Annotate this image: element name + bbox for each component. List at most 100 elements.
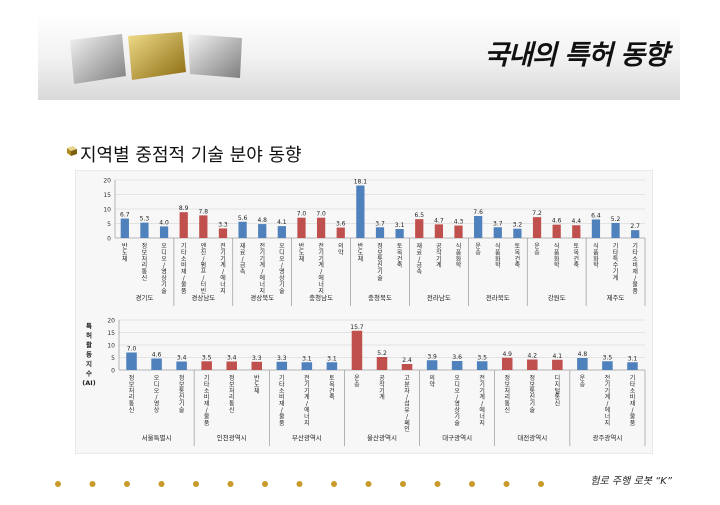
region-group-label: 제주도 [607, 294, 625, 302]
y-axis-title-char: 수 [86, 370, 92, 378]
bar [159, 226, 169, 238]
footer-dot [434, 481, 441, 487]
region-group-label: 경상북도 [250, 293, 274, 302]
regional-patent-chart: 0 5 10 15 20 6.7 반 도 체 5.3 정 보 처 리 통 신 4.0 오 디 오 / 영 상 기 술 8.9 기 타 소… [75, 170, 653, 454]
bar-value-label: 3.4 [177, 355, 187, 362]
y-tick-label: 0 [107, 236, 111, 243]
region-group-label: 서울특별시 [142, 433, 172, 442]
region-group-label: 경상남도 [191, 293, 215, 302]
category-label: 기 타 소 비 재 / 물 품 [630, 374, 636, 427]
bar-value-label: 4.4 [572, 218, 582, 225]
category-label: 전 기 기 계 / 에 너 지 [605, 374, 611, 427]
bar-value-label: 3.1 [395, 222, 405, 229]
y-axis-title-char: 허 [86, 331, 92, 340]
y-axis-title-char: 지 [86, 359, 92, 368]
region-group-label: 부산광역시 [292, 433, 322, 442]
bar [179, 212, 188, 238]
bar-value-label: 3.6 [452, 354, 462, 361]
region-group-label: 강원도 [548, 293, 566, 302]
bar-value-label: 3.7 [493, 220, 503, 227]
bar-value-label: 18.1 [354, 179, 368, 186]
category-label: 엔 진 / 펌 프 / 터 빈 [201, 242, 207, 295]
region-group-label: 대전광역시 [517, 433, 547, 442]
bar-value-label: 4.7 [434, 217, 444, 224]
bar-value-label: 5.3 [140, 216, 150, 223]
y-tick-label: 10 [107, 343, 115, 350]
footer-dot [55, 481, 61, 487]
footer-dots [55, 481, 544, 487]
y-tick-label: 20 [103, 178, 111, 185]
bar [454, 225, 463, 238]
bar-value-label: 8.9 [179, 205, 189, 212]
slide-title: 국내의 특허 동향 [484, 40, 669, 71]
bar-value-label: 3.5 [603, 354, 613, 361]
bar [401, 364, 413, 370]
bar [126, 352, 137, 370]
bar-value-label: 2.7 [630, 223, 640, 230]
bar-value-label: 3.2 [513, 222, 523, 229]
bar [140, 222, 149, 238]
category-label: 오 디 오 / 영 상 기 술 [279, 243, 285, 295]
region-group-label: 울산광역시 [367, 433, 397, 442]
category-label: 오 디 오 / 영 상 기 술 [161, 243, 167, 295]
footer-dot [538, 481, 544, 487]
footer-dot [158, 481, 165, 487]
y-tick-label: 5 [107, 221, 111, 228]
bar [199, 215, 208, 238]
bar [577, 358, 588, 370]
category-label: 전 기 기 계 / 에 너 지 [479, 374, 485, 427]
bar-value-label: 7.0 [127, 346, 137, 353]
bar [415, 219, 424, 238]
bar [572, 225, 581, 238]
bar [476, 361, 488, 370]
y-axis-title-char: 활 [86, 340, 92, 349]
bar-value-label: 3.1 [327, 355, 337, 362]
gold-cube-center [128, 32, 186, 80]
bar [513, 228, 522, 238]
bar-value-label: 3.5 [202, 354, 212, 361]
bar [201, 361, 212, 370]
bar [356, 185, 365, 238]
footer-dot [365, 481, 372, 487]
bar-value-label: 4.9 [502, 351, 512, 358]
bar [218, 228, 228, 238]
footer-caption: 험로 주행 로봇 “K” [590, 476, 672, 487]
bar [532, 217, 542, 238]
bar-value-label: 3.6 [336, 221, 346, 228]
bar [627, 362, 638, 370]
bar-value-label: 3.1 [302, 355, 312, 362]
y-axis-title-char: (AI) [82, 379, 95, 387]
bar [591, 219, 601, 238]
bar-value-label: 6.4 [591, 212, 601, 219]
bar-value-label: 4.3 [454, 219, 464, 226]
bar [238, 221, 247, 238]
region-group-label: 충청북도 [368, 293, 392, 302]
footer-dot [89, 481, 96, 487]
y-tick-label: 15 [103, 192, 111, 199]
bar-value-label: 15.7 [350, 324, 364, 331]
category-label: 재 료 / 금 속 [240, 242, 246, 276]
bar-value-label: 4.6 [152, 352, 162, 359]
category-label: 고 분 자 / 섬 유 / 페 인 [404, 375, 410, 433]
bar-value-label: 3.1 [628, 355, 638, 362]
y-axis-title-char: 동 [86, 351, 92, 359]
region-group-label: 인천광역시 [217, 433, 247, 442]
category-label: 전 기 기 계 / 에 너 지 [259, 242, 265, 295]
category-label: 오 디 오 / 영 상 [154, 375, 160, 414]
